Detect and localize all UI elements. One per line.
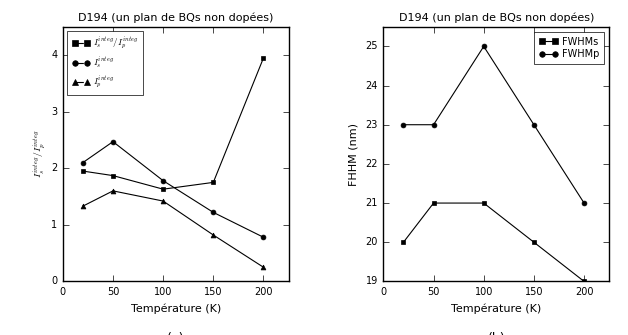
Title: D194 (un plan de BQs non dopées): D194 (un plan de BQs non dopées)	[78, 13, 273, 23]
Title: D194 (un plan de BQs non dopées): D194 (un plan de BQs non dopées)	[399, 13, 594, 23]
Text: (a): (a)	[167, 332, 185, 335]
Legend: $I_s^{integ}/I_p^{integ}$, $I_s^{integ}$, $I_p^{integ}$: $I_s^{integ}/I_p^{integ}$, $I_s^{integ}$…	[67, 31, 143, 95]
X-axis label: Température (K): Température (K)	[131, 304, 221, 315]
X-axis label: Température (K): Température (K)	[451, 304, 541, 315]
Text: (b): (b)	[487, 332, 505, 335]
Y-axis label: $I_s^{integ}/I_p^{integ}$: $I_s^{integ}/I_p^{integ}$	[31, 130, 48, 178]
Y-axis label: FHHM (nm): FHHM (nm)	[349, 123, 359, 186]
Legend: FWHMs, FWHMp: FWHMs, FWHMp	[534, 32, 604, 64]
